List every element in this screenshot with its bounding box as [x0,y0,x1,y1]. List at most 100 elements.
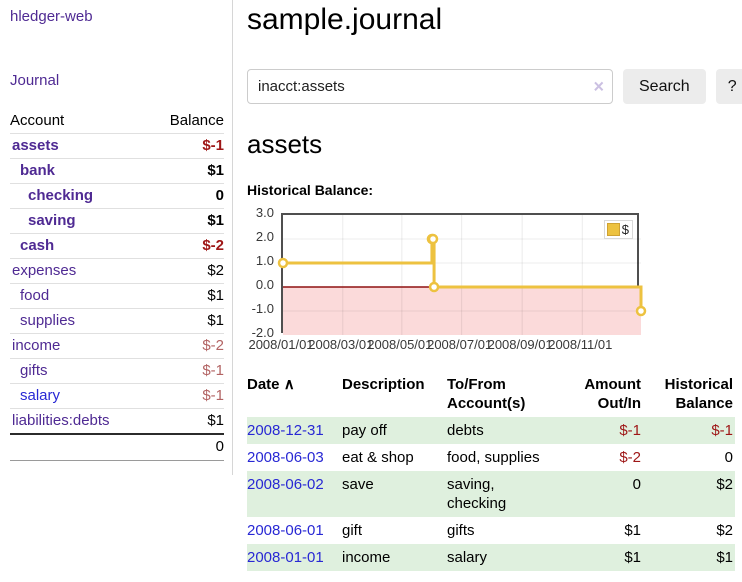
account-balance: $2 [148,258,224,284]
account-link-cash[interactable]: cash [20,237,55,254]
transaction-row: 2008-06-01 gift gifts $1 $2 [247,517,735,544]
y-axis-tick: 2.0 [255,229,274,244]
transaction-description: eat & shop [342,449,414,466]
account-balance: $-1 [148,358,224,384]
sidebar-account-row: checking 0 [10,183,224,209]
account-balance: $-2 [148,233,224,259]
register-header-accounts: To/From Account(s) [447,376,526,412]
transaction-description: gift [342,522,363,539]
account-balance: $1 [148,408,224,434]
register-header-description: Description [342,376,425,393]
transaction-description: income [342,544,447,571]
chart-legend: $ [603,220,633,239]
chart-label: Historical Balance: [247,182,374,198]
account-link-assets[interactable]: assets [12,137,59,154]
account-balance: $1 [148,308,224,334]
account-link-food[interactable]: food [20,287,50,304]
account-balance: $-1 [148,383,224,409]
accounts-total-row: 0 [10,433,224,461]
sidebar-account-row: income $-2 [10,333,224,359]
transaction-date-link[interactable]: 2008-01-01 [247,549,324,566]
sidebar-account-row: food $1 [10,283,224,309]
sidebar-item-journal[interactable]: Journal [10,72,60,89]
account-link-expenses[interactable]: expenses [12,262,77,279]
x-axis-tick: 2008/09/01 [487,337,553,352]
y-axis-tick: 3.0 [255,205,274,220]
chart-plot-area: $ [277,213,647,335]
account-balance: $1 [148,158,224,184]
search-input[interactable] [247,69,613,104]
transaction-accounts: saving, checking [447,471,559,517]
register-header-amount: Amount Out/In [584,376,641,412]
sidebar: hledger-web Journal Account Balance asse… [0,0,233,475]
account-link-gifts[interactable]: gifts [20,362,48,379]
transaction-row: 2008-06-03 eat & shop food, supplies $-2 0 [247,444,735,471]
sidebar-account-row: supplies $1 [10,308,224,334]
transaction-amount: $1 [559,544,643,571]
sidebar-account-row: liabilities:debts $1 [10,408,224,434]
transaction-accounts: food, supplies [447,449,540,466]
account-link-liabilities-debts[interactable]: liabilities:debts [12,412,110,429]
sidebar-account-row: gifts $-1 [10,358,224,384]
account-link-bank[interactable]: bank [20,162,56,179]
chart-canvas [277,215,647,335]
account-balance: $1 [148,283,224,309]
y-axis-tick: -1.0 [251,301,274,316]
accounts-table: Account Balance assets $-1 bank $1 checking 0… [10,110,224,461]
register-header-balance: Historical Balance [664,376,733,412]
help-button[interactable]: ? [715,69,742,104]
account-link-salary[interactable]: salary [20,387,61,404]
transaction-description: pay off [342,417,447,444]
transaction-date-link[interactable]: 2008-12-31 [247,422,324,439]
transaction-accounts: salary [447,544,559,571]
x-axis-tick: 2008/11/01 [548,337,613,352]
transaction-balance: $1 [643,544,735,571]
y-axis-tick: 0.0 [255,277,274,292]
search-form: × Search ? [247,69,742,104]
y-axis-tick: -2.0 [251,325,274,340]
transaction-amount: $-2 [619,449,641,466]
account-balance: $1 [148,208,224,234]
transaction-accounts: gifts [447,522,475,539]
sidebar-account-row: cash $-2 [10,233,224,259]
transaction-balance: $2 [716,522,733,539]
transaction-balance: $2 [643,471,735,517]
sidebar-account-row: expenses $2 [10,258,224,284]
account-link-checking[interactable]: checking [28,187,94,204]
transaction-amount: $-1 [559,417,643,444]
clear-search-icon[interactable]: × [593,75,604,96]
x-axis-tick: 2008/07/01 [427,337,493,352]
account-heading: assets [247,129,323,159]
transaction-balance: $-1 [643,417,735,444]
account-link-supplies[interactable]: supplies [20,312,76,329]
accounts-header-account: Account [10,112,65,129]
sidebar-account-row: bank $1 [10,158,224,184]
main-content: sample.journal × Search ? assets Histori… [233,0,742,571]
accounts-total-value: 0 [148,433,224,461]
register-header-date[interactable]: Date ∧ [247,376,295,393]
transaction-amount: 0 [559,471,643,517]
page-title: sample.journal [247,3,443,36]
balance-chart: 3.0 2.0 1.0 0.0 -1.0 -2.0 $ 2008/01/01 2008/03… [247,205,647,357]
transaction-date-link[interactable]: 2008-06-02 [247,476,324,493]
transaction-balance: 0 [724,449,733,466]
x-axis-tick: 2008/01/01 [248,337,314,352]
search-button[interactable]: Search [623,69,706,104]
transaction-date-link[interactable]: 2008-06-03 [247,449,324,466]
transaction-accounts: debts [447,417,559,444]
y-axis-tick: 1.0 [255,253,274,268]
account-link-income[interactable]: income [12,337,61,354]
accounts-header-balance: Balance [169,112,224,129]
transaction-amount: $1 [624,522,641,539]
app-title-link[interactable]: hledger-web [10,8,93,25]
x-axis-tick: 2008/03/01 [308,337,374,352]
account-balance: $-1 [148,133,224,159]
register-table: Date ∧ Description To/From Account(s) Am… [247,373,735,571]
transaction-row: 2008-06-02 save saving, checking 0 $2 [247,471,735,517]
sidebar-account-row: saving $1 [10,208,224,234]
transaction-date-link[interactable]: 2008-06-01 [247,522,324,539]
account-balance: $-2 [148,333,224,359]
account-link-saving[interactable]: saving [28,212,76,229]
sort-asc-icon: ∧ [283,376,295,393]
